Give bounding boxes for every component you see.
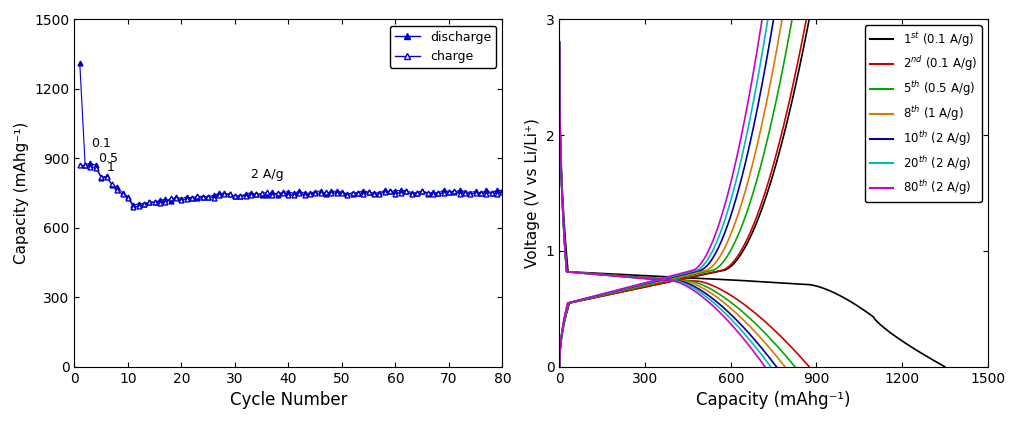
charge [330,191,342,196]
Text: 0.1: 0.1 [92,137,111,150]
discharge [266,190,278,195]
X-axis label: Capacity (mAhg⁻¹): Capacity (mAhg⁻¹) [696,391,851,409]
Y-axis label: Capacity (mAhg⁻¹): Capacity (mAhg⁻¹) [14,122,29,264]
X-axis label: Cycle Number: Cycle Number [229,391,347,409]
Y-axis label: Voltage (V vs Li/Li⁺): Voltage (V vs Li/Li⁺) [525,118,540,268]
charge [266,193,278,198]
Line: discharge: discharge [77,61,505,208]
Text: 1: 1 [107,161,114,174]
charge [73,163,86,168]
Legend: 1$^{st}$ (0.1 A/g), 2$^{nd}$ (0.1 A/g), 5$^{th}$ (0.5 A/g), 8$^{th}$ (1 A/g), 10: 1$^{st}$ (0.1 A/g), 2$^{nd}$ (0.1 A/g), … [865,25,981,202]
discharge [330,189,342,194]
charge [336,191,348,196]
charge [352,190,364,195]
discharge [336,190,348,195]
Text: 2 A/g: 2 A/g [251,168,283,181]
charge [368,192,380,197]
discharge [496,189,508,194]
discharge [368,190,380,195]
discharge [352,190,364,195]
discharge [453,187,466,192]
charge [496,189,508,194]
Text: 0.5: 0.5 [99,152,118,165]
discharge [73,61,86,66]
discharge [127,203,140,208]
Line: charge: charge [77,163,505,209]
charge [453,191,466,196]
charge [127,204,140,209]
Legend: discharge, charge: discharge, charge [390,26,496,68]
